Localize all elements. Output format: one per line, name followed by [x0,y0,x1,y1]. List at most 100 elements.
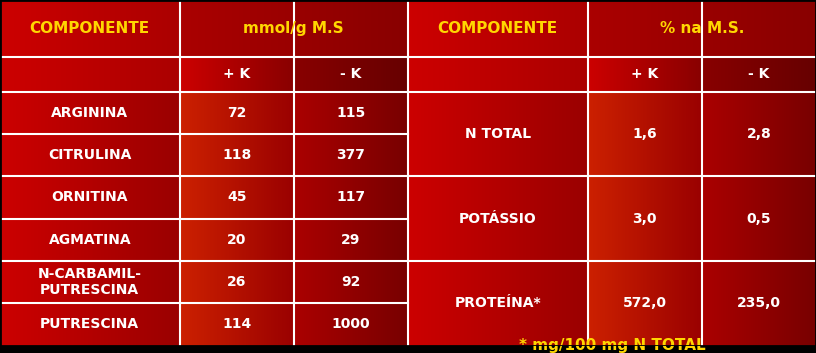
Bar [133,0,135,57]
Bar [550,0,552,57]
Bar [323,261,325,303]
Bar [262,219,263,261]
Bar [714,176,716,261]
Bar [419,57,420,91]
Bar [345,219,346,261]
Bar [206,176,207,219]
Bar [809,176,810,261]
Bar [122,57,124,91]
Bar [366,219,367,261]
Bar [230,0,232,57]
Text: 115: 115 [336,106,366,120]
Bar [314,0,317,57]
Bar [93,57,95,91]
Bar [739,57,741,91]
Bar [496,57,498,91]
Bar [640,176,641,261]
Bar [142,91,144,134]
Bar [357,134,359,176]
Bar [43,91,45,134]
Bar [242,0,243,57]
Bar [543,0,547,346]
Bar [163,261,165,303]
Bar [95,134,97,176]
Bar [142,261,144,303]
Bar [271,57,272,91]
Bar [367,0,371,346]
Bar [183,176,184,219]
Bar [266,57,268,91]
Bar [804,176,805,261]
Bar [191,219,192,261]
Bar [619,91,621,176]
Bar [621,261,622,346]
Bar [674,176,676,261]
Bar [465,0,469,346]
Bar [240,57,242,91]
Bar [517,91,519,176]
Bar [219,303,220,346]
Bar [741,91,742,176]
Bar [268,261,270,303]
Bar [38,134,39,176]
Bar [424,0,428,346]
Bar [106,91,108,134]
Bar [286,261,287,303]
Bar [256,261,257,303]
Bar [376,176,377,219]
Bar [575,261,577,346]
Bar [456,91,459,176]
Bar [206,261,207,303]
Bar [559,0,561,57]
Bar [362,176,363,219]
Bar [213,261,214,303]
Bar [165,57,167,91]
Bar [356,57,357,91]
Bar [117,0,118,57]
Bar [61,57,63,91]
Bar [432,261,433,346]
Bar [573,261,575,346]
Bar [122,176,124,219]
Bar [45,91,47,134]
Bar [18,261,20,303]
Bar [126,134,127,176]
Bar [645,57,647,91]
Bar [330,176,331,219]
Bar [219,176,220,219]
Bar [384,91,385,134]
Bar [342,261,343,303]
Bar [209,303,211,346]
Bar [590,261,591,346]
Bar [738,91,739,176]
Bar [787,0,788,57]
Bar [33,176,34,219]
Bar [153,57,154,91]
Bar [151,91,153,134]
Bar [670,0,672,57]
Bar [344,176,345,219]
Bar [805,261,807,346]
Bar [368,57,369,91]
Bar [357,0,360,57]
Bar [180,219,182,261]
Bar [571,57,573,91]
Bar [751,57,752,91]
Bar [285,91,286,134]
Bar [354,91,356,134]
Bar [557,0,559,57]
Bar [38,261,39,303]
Bar [503,57,505,91]
Bar [460,57,462,91]
Bar [799,57,800,91]
Bar [490,0,492,57]
Bar [720,261,721,346]
Bar [335,176,336,219]
Bar [731,91,733,176]
Bar [426,91,428,176]
Bar [88,91,90,134]
Bar [592,91,593,176]
Bar [302,134,303,176]
Bar [93,176,95,219]
Bar [280,261,282,303]
